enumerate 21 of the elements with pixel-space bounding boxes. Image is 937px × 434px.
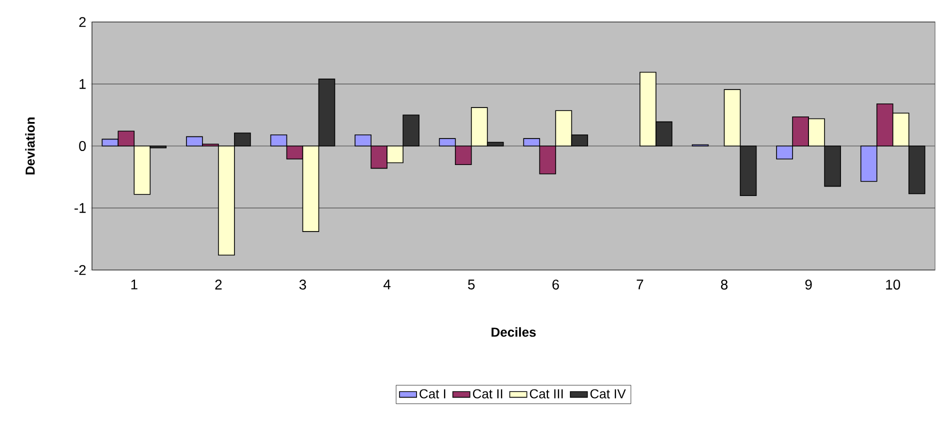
x-tick-label: 4 [383, 280, 391, 290]
x-tick-label: 6 [552, 280, 559, 290]
y-axis-title: Deviation [25, 118, 35, 174]
x-tick-label: 2 [215, 280, 222, 290]
x-tick-label: 7 [636, 280, 644, 290]
legend-label: Cat I [420, 389, 446, 398]
x-tick-label: 8 [720, 280, 728, 290]
legend-label: Cat III [530, 389, 563, 398]
x-tick-label: 9 [805, 280, 812, 290]
y-tick-label: 2 [79, 17, 86, 27]
y-tick-label: -1 [74, 203, 86, 213]
y-tick-label: 0 [79, 141, 86, 151]
legend-label: Cat II [472, 389, 502, 398]
x-axis-title: Deciles [492, 327, 536, 337]
x-tick-label: 1 [131, 280, 138, 290]
legend-label: Cat IV [590, 389, 626, 398]
x-tick-label: 3 [299, 280, 306, 290]
y-tick-label: 1 [80, 79, 86, 89]
x-tick-label: 10 [886, 280, 900, 290]
y-tick-label: -2 [74, 265, 86, 275]
x-tick-label: 5 [468, 280, 475, 290]
